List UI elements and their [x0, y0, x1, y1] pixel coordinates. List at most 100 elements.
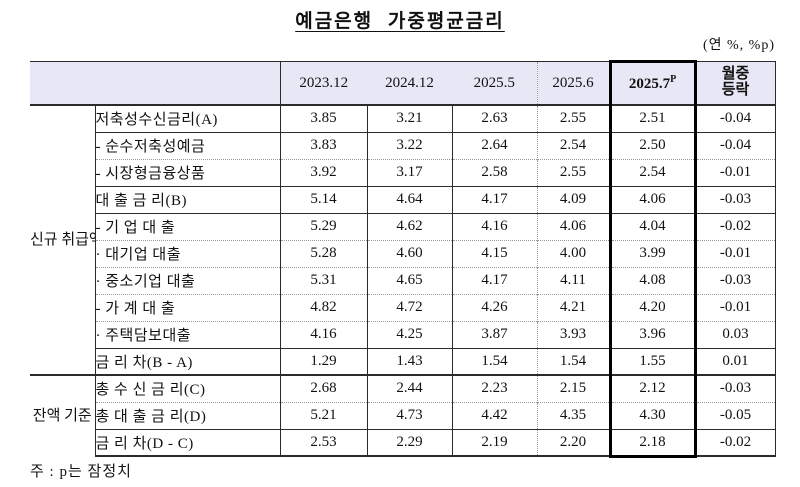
value-cell: 2.58: [452, 158, 538, 186]
column-header-2024-12: 2024.12: [367, 61, 452, 106]
value-cell: 4.64: [367, 185, 453, 213]
row-label: 총 대 출 금 리(D): [95, 401, 281, 429]
value-cell: 4.62: [367, 212, 453, 240]
page-title: 예금은행 가중평균금리: [295, 11, 505, 32]
value-cell: 2.63: [452, 105, 538, 132]
value-cell: 2.44: [367, 374, 453, 402]
table-row: · 주택담보대출 4.16 4.25 3.87 3.93 3.96 0.03: [30, 320, 776, 348]
value-cell: 5.31: [280, 266, 368, 294]
table-row: 금 리 차(D - C) 2.53 2.29 2.19 2.20 2.18 -0…: [30, 428, 776, 458]
value-cell: 4.16: [280, 320, 368, 348]
rates-table: 2023.12 2024.12 2025.5 2025.6 2025.7P 월중…: [30, 60, 776, 458]
value-cell: 2.18: [608, 428, 697, 458]
footnote: 주 : p는 잠정치: [30, 464, 132, 480]
value-cell: -0.01: [695, 158, 776, 186]
value-cell: 3.85: [280, 105, 368, 132]
value-cell: 3.21: [367, 105, 453, 132]
value-cell: 2.54: [537, 131, 610, 159]
value-cell: 5.29: [280, 212, 368, 240]
value-cell: -0.03: [695, 185, 776, 213]
column-header-2025-7-provisional: 2025.7P: [608, 60, 697, 106]
value-cell: 0.03: [695, 320, 776, 348]
table-row: 신규 취급액 기준 저축성수신금리(A) 3.85 3.21 2.63 2.55…: [30, 105, 776, 375]
table-row: · 중소기업 대출 5.31 4.65 4.17 4.11 4.08 -0.03: [30, 266, 776, 294]
column-header-2023-12: 2023.12: [280, 61, 367, 106]
value-cell: -0.04: [695, 105, 776, 132]
row-label: 총 수 신 금 리(C): [95, 374, 281, 402]
column-header-monthly-change: 월중 등락: [695, 61, 776, 106]
table-row: - 기 업 대 출 5.29 4.62 4.16 4.06 4.04 -0.02: [30, 212, 776, 240]
row-label: 대 출 금 리(B): [95, 185, 281, 213]
value-cell: 1.54: [452, 347, 538, 375]
table-row: 잔액 기준 총 수 신 금 리(C) 2.68 2.44 2.23 2.15 2…: [30, 374, 776, 456]
value-cell: 4.73: [367, 401, 453, 429]
value-cell: 4.09: [537, 185, 610, 213]
value-cell: 4.65: [367, 266, 453, 294]
value-cell: 4.15: [452, 239, 538, 267]
value-cell: 2.68: [280, 374, 368, 402]
value-cell: 1.54: [537, 347, 610, 375]
value-cell: 3.22: [367, 131, 453, 159]
row-label: - 가 계 대 출: [95, 293, 281, 321]
column-header-2025-6: 2025.6: [537, 61, 610, 106]
value-cell: -0.03: [695, 374, 776, 402]
value-cell: -0.02: [695, 212, 776, 240]
value-cell: -0.04: [695, 131, 776, 159]
group-label-new-transactions: 신규 취급액 기준: [30, 105, 96, 375]
value-cell: 1.29: [280, 347, 368, 375]
row-label: - 기 업 대 출: [95, 212, 281, 240]
provisional-superscript: P: [670, 74, 677, 85]
value-cell: 4.30: [608, 401, 697, 429]
value-cell: 4.72: [367, 293, 453, 321]
table-row: - 가 계 대 출 4.82 4.72 4.26 4.21 4.20 -0.01: [30, 293, 776, 321]
value-cell: 2.64: [452, 131, 538, 159]
value-cell: 4.17: [452, 185, 538, 213]
value-cell: 4.06: [537, 212, 610, 240]
value-cell: 3.83: [280, 131, 368, 159]
value-cell: 1.43: [367, 347, 453, 375]
column-header-2025-5: 2025.5: [452, 61, 538, 106]
table-row: 총 대 출 금 리(D) 5.21 4.73 4.42 4.35 4.30 -0…: [30, 401, 776, 429]
value-cell: 4.16: [452, 212, 538, 240]
value-cell: 2.29: [367, 428, 453, 457]
table-row: - 시장형금융상품 3.92 3.17 2.58 2.55 2.54 -0.01: [30, 158, 776, 186]
value-cell: 4.35: [537, 401, 610, 429]
value-cell: 2.55: [559, 110, 587, 127]
value-cell: 3.93: [537, 320, 610, 348]
value-cell: 3.17: [367, 158, 453, 186]
header-2025-7-text: 2025.7: [628, 76, 671, 92]
value-cell: 2.20: [537, 428, 610, 457]
row-label: 금 리 차(B - A): [95, 347, 281, 375]
value-cell: 4.04: [608, 212, 697, 240]
value-cell: 5.21: [280, 401, 368, 429]
row-label: 금 리 차(D - C): [95, 428, 281, 457]
value-cell: 3.92: [280, 158, 368, 186]
value-cell: 3.87: [452, 320, 538, 348]
value-cell: 4.06: [608, 185, 697, 213]
value-cell: 4.42: [452, 401, 538, 429]
value-cell: -0.02: [695, 428, 776, 457]
value-cell: -0.01: [695, 239, 776, 267]
table-row: - 순수저축성예금 3.83 3.22 2.64 2.54 2.50 -0.04: [30, 131, 776, 159]
table-row: 금 리 차(B - A) 1.29 1.43 1.54 1.54 1.55 0.…: [30, 347, 776, 375]
value-cell: 4.82: [280, 293, 368, 321]
table-row: 대 출 금 리(B) 5.14 4.64 4.17 4.09 4.06 -0.0…: [30, 185, 776, 213]
group-label-balance: 잔액 기준: [30, 374, 96, 456]
row-label: 저축성수신금리(A): [95, 105, 281, 132]
value-cell: 4.11: [537, 266, 610, 294]
row-label: · 중소기업 대출: [95, 266, 281, 294]
unit-note: (연 %, %p): [702, 38, 775, 53]
value-cell: 1.55: [608, 347, 697, 375]
value-cell: 4.21: [537, 293, 610, 321]
value-cell: 2.54: [608, 158, 697, 186]
value-cell: 2.23: [452, 374, 538, 402]
value-cell: 4.20: [608, 293, 697, 321]
value-cell: 3.96: [608, 320, 697, 348]
row-label: - 순수저축성예금: [95, 131, 281, 159]
value-cell: 4.60: [367, 239, 453, 267]
header-blank-cell: [30, 61, 281, 106]
value-cell: 2.55: [537, 158, 610, 186]
value-cell: 2.15: [537, 374, 610, 402]
value-cell: 4.08: [608, 266, 697, 294]
